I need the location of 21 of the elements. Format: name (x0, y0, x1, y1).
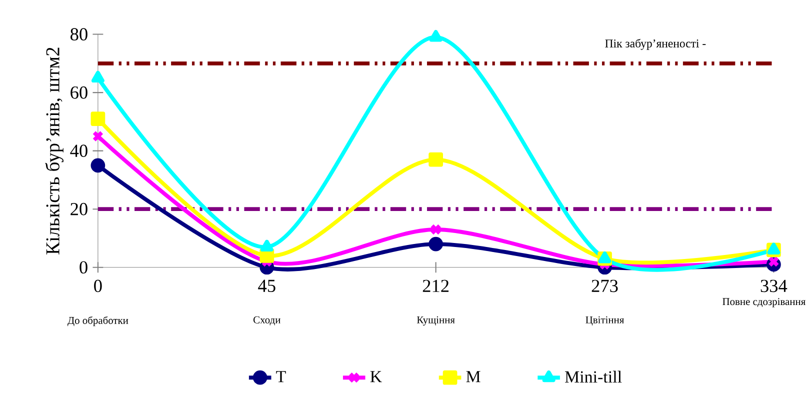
text: Повне сдозрівання (722, 298, 806, 308)
x-tick-label: 212 (422, 280, 449, 292)
legend-label: K (370, 371, 382, 382)
x-tick-label: 273 (592, 280, 618, 292)
legend-label: M (466, 371, 480, 382)
annotation: Пік забур’яненості - (605, 38, 706, 50)
text: Кущіння (416, 316, 455, 326)
y-tick-label: 0 (80, 261, 88, 274)
legend-label: T (276, 371, 286, 382)
text: До обработки (68, 316, 128, 326)
y-axis-title: Кількість бур’янів, штм2 (45, 48, 64, 254)
text: Цвітіння (586, 316, 624, 326)
y-tick-label: 20 (70, 202, 88, 216)
x-tick-label: 0 (94, 280, 102, 292)
y-tick-label: 80 (70, 28, 88, 40)
legend-label: Mini-till (565, 370, 622, 383)
y-tick-label: 60 (70, 86, 88, 99)
y-tick-label: 40 (70, 144, 88, 157)
x-tick-label: 45 (258, 280, 276, 292)
text: Сходи (254, 316, 280, 326)
x-tick-label: 334 (760, 280, 788, 292)
